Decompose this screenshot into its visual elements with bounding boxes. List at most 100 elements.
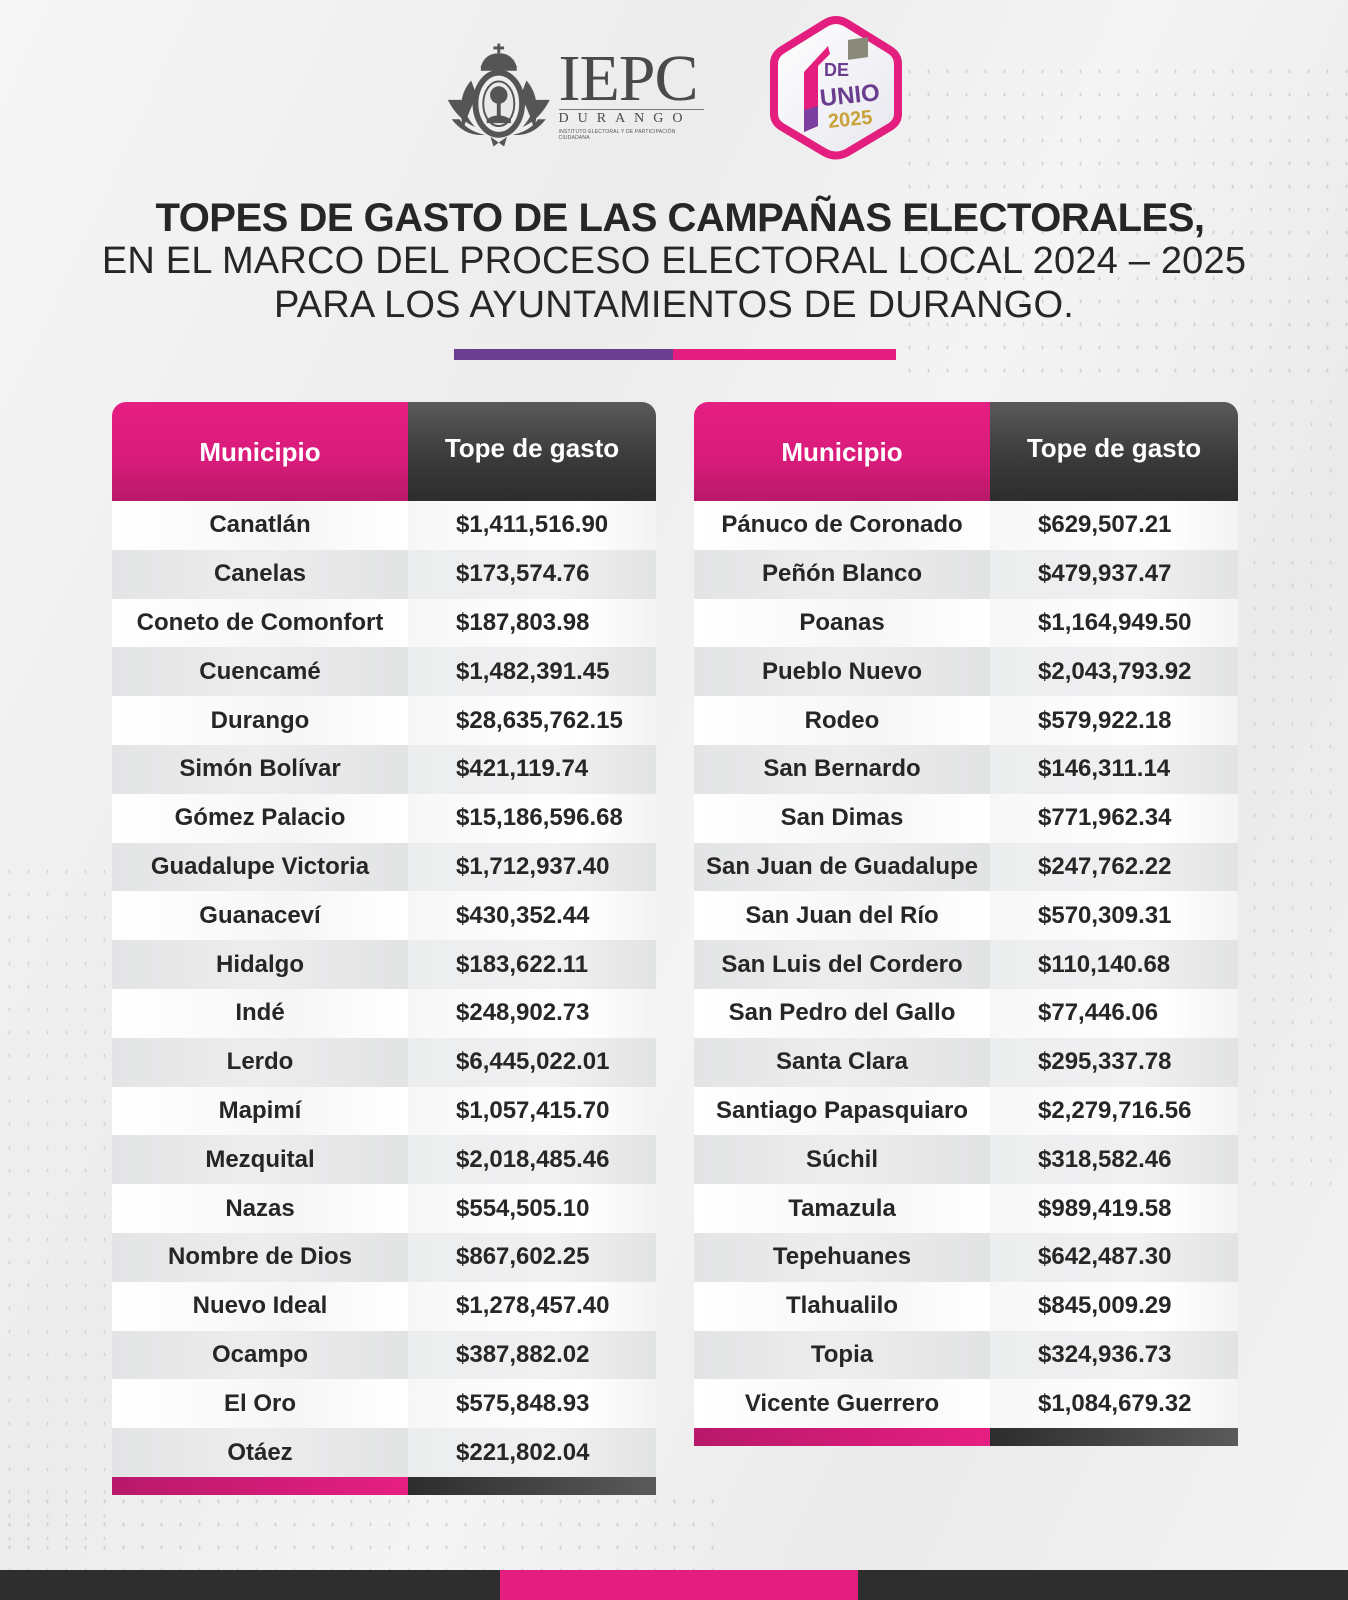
- cell-municipio: San Luis del Cordero: [694, 940, 990, 989]
- cell-municipio: San Dimas: [694, 793, 990, 843]
- cell-tope: $845,009.29: [990, 1281, 1238, 1331]
- table-body: Pánuco de Coronado $629,507.21 Peñón Blan…: [694, 501, 1238, 1429]
- iepc-durango-logo: IEPC DURANGO INSTITUTO ELECTORAL Y DE PA…: [442, 40, 704, 152]
- cell-tope: $183,622.11: [408, 940, 656, 989]
- table-row: Canatlán $1,411,516.90: [112, 501, 656, 550]
- cell-tope: $575,848.93: [408, 1379, 656, 1429]
- cell-tope: $173,574.76: [408, 549, 656, 599]
- table-row: Guanaceví $430,352.44: [112, 891, 656, 941]
- table-header: Municipio Tope de gasto: [112, 402, 656, 501]
- cell-municipio: Durango: [112, 696, 408, 745]
- cell-municipio: Santiago Papasquiaro: [694, 1086, 990, 1136]
- table-footer-bar: [112, 1476, 656, 1495]
- table-row: Ocampo $387,882.02: [112, 1330, 656, 1380]
- table-header: Municipio Tope de gasto: [694, 402, 1238, 501]
- table-row: Otáez $221,802.04: [112, 1428, 656, 1477]
- cell-tope: $570,309.31: [990, 891, 1238, 941]
- org-state: DURANGO: [558, 109, 704, 127]
- cell-municipio: Pánuco de Coronado: [694, 501, 990, 550]
- page-title-line-2: EN EL MARCO DEL PROCESO ELECTORAL LOCAL …: [101, 240, 1247, 282]
- table-row: San Dimas $771,962.34: [694, 793, 1238, 843]
- table-row: Nuevo Ideal $1,278,457.40: [112, 1281, 656, 1331]
- cell-tope: $554,505.10: [408, 1184, 656, 1233]
- table-row: Poanas $1,164,949.50: [694, 598, 1238, 648]
- table-row: Lerdo $6,445,022.01: [112, 1037, 656, 1087]
- footer-dark-segment: [408, 1476, 656, 1495]
- page-title-line-1: TOPES DE GASTO DE LAS CAMPAÑAS ELECTORAL…: [155, 196, 1205, 240]
- cell-municipio: Rodeo: [694, 696, 990, 745]
- cell-municipio: Tamazula: [694, 1184, 990, 1233]
- cell-municipio: Otáez: [112, 1428, 408, 1477]
- org-subtitle: INSTITUTO ELECTORAL Y DE PARTICIPACIÓN C…: [558, 129, 676, 141]
- column-header-municipio: Municipio: [112, 402, 408, 501]
- table-row: Mapimí $1,057,415.70: [112, 1086, 656, 1136]
- cell-municipio: Mezquital: [112, 1135, 408, 1185]
- table-row: Tlahualilo $845,009.29: [694, 1281, 1238, 1331]
- table-row: Indé $248,902.73: [112, 988, 656, 1038]
- table-row: Tepehuanes $642,487.30: [694, 1232, 1238, 1282]
- cell-tope: $2,018,485.46: [408, 1135, 656, 1185]
- cell-tope: $479,937.47: [990, 549, 1238, 599]
- table-row: Gómez Palacio $15,186,596.68: [112, 793, 656, 843]
- cell-municipio: Mapimí: [112, 1086, 408, 1136]
- cell-municipio: Nuevo Ideal: [112, 1281, 408, 1331]
- cell-tope: $2,043,793.92: [990, 647, 1238, 697]
- table-row: Nombre de Dios $867,602.25: [112, 1232, 656, 1282]
- column-header-tope-de-gasto: Tope de gasto: [408, 402, 656, 501]
- cell-municipio: Poanas: [694, 598, 990, 648]
- cell-tope: $247,762.22: [990, 842, 1238, 892]
- table-row: Tamazula $989,419.58: [694, 1184, 1238, 1233]
- footer-pink-segment: [694, 1428, 990, 1447]
- table-row: Súchil $318,582.46: [694, 1135, 1238, 1185]
- table-row: San Bernardo $146,311.14: [694, 744, 1238, 794]
- table-row: Durango $28,635,762.15: [112, 696, 656, 745]
- svg-text:2025: 2025: [827, 106, 874, 133]
- cell-tope: $771,962.34: [990, 793, 1238, 843]
- divider-pink-segment: [673, 349, 896, 360]
- cell-tope: $318,582.46: [990, 1135, 1238, 1185]
- cell-municipio: Cuencamé: [112, 647, 408, 697]
- column-header-tope-de-gasto: Tope de gasto: [990, 402, 1238, 501]
- cell-municipio: Canatlán: [112, 501, 408, 550]
- table-row: Guadalupe Victoria $1,712,937.40: [112, 842, 656, 892]
- table-row: Hidalgo $183,622.11: [112, 940, 656, 989]
- cell-municipio: San Juan de Guadalupe: [694, 842, 990, 892]
- cell-municipio: Vicente Guerrero: [694, 1379, 990, 1429]
- cell-municipio: Coneto de Comonfort: [112, 598, 408, 648]
- cell-tope: $6,445,022.01: [408, 1037, 656, 1087]
- column-header-municipio: Municipio: [694, 402, 990, 501]
- cell-tope: $221,802.04: [408, 1428, 656, 1477]
- divider-purple-segment: [454, 349, 673, 360]
- cell-municipio: Ocampo: [112, 1330, 408, 1380]
- cell-tope: $629,507.21: [990, 501, 1238, 550]
- cell-tope: $1,057,415.70: [408, 1086, 656, 1136]
- cell-municipio: San Bernardo: [694, 744, 990, 794]
- svg-text:DE: DE: [824, 60, 849, 80]
- cell-tope: $421,119.74: [408, 744, 656, 794]
- cell-tope: $1,164,949.50: [990, 598, 1238, 648]
- cell-municipio: Simón Bolívar: [112, 744, 408, 794]
- cell-municipio: Lerdo: [112, 1037, 408, 1087]
- cell-tope: $1,278,457.40: [408, 1281, 656, 1331]
- cell-municipio: Súchil: [694, 1135, 990, 1185]
- cell-municipio: San Juan del Río: [694, 891, 990, 941]
- cell-municipio: Nazas: [112, 1184, 408, 1233]
- table-row: San Juan de Guadalupe $247,762.22: [694, 842, 1238, 892]
- table-row: Topia $324,936.73: [694, 1330, 1238, 1380]
- cell-tope: $187,803.98: [408, 598, 656, 648]
- page-title-line-3: PARA LOS AYUNTAMIENTOS DE DURANGO.: [273, 284, 1075, 326]
- cell-municipio: Topia: [694, 1330, 990, 1380]
- cell-municipio: Peñón Blanco: [694, 549, 990, 599]
- background-dot-pattern: [0, 1490, 720, 1570]
- cell-tope: $430,352.44: [408, 891, 656, 941]
- cell-municipio: Santa Clara: [694, 1037, 990, 1087]
- cell-tope: $579,922.18: [990, 696, 1238, 745]
- spending-caps-table-left: Municipio Tope de gasto Canatlán $1,411,5…: [112, 402, 656, 1495]
- table-row: Peñón Blanco $479,937.47: [694, 549, 1238, 599]
- table-row: Simón Bolívar $421,119.74: [112, 744, 656, 794]
- table-row: Nazas $554,505.10: [112, 1184, 656, 1233]
- table-row: San Luis del Cordero $110,140.68: [694, 940, 1238, 989]
- cell-tope: $248,902.73: [408, 988, 656, 1038]
- cell-tope: $1,084,679.32: [990, 1379, 1238, 1429]
- cell-tope: $15,186,596.68: [408, 793, 656, 843]
